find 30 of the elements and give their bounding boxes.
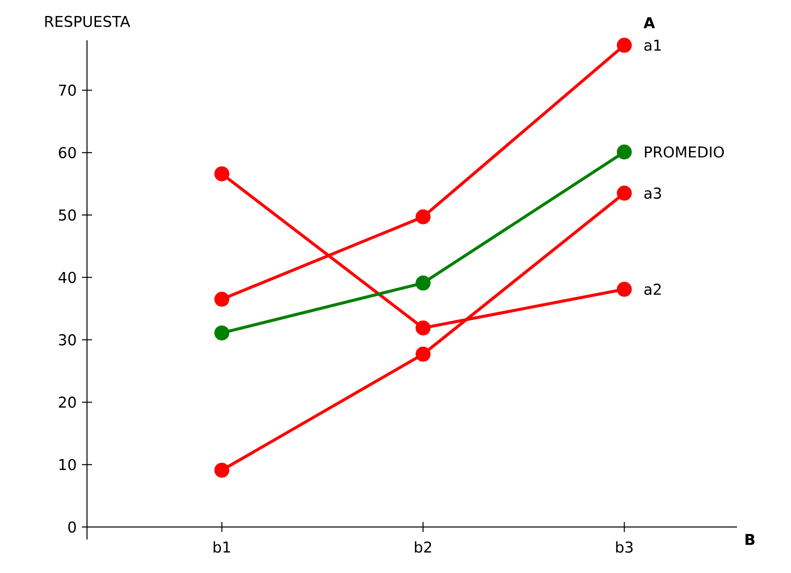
point xyxy=(214,292,230,307)
point xyxy=(416,209,431,224)
y-tick-label: 50 xyxy=(58,209,76,221)
y-tick-label: 60 xyxy=(58,146,76,158)
y-tick-label: 10 xyxy=(59,458,76,470)
point xyxy=(214,325,230,340)
y-tick-label: 70 xyxy=(59,84,76,96)
y-tick-label: 40 xyxy=(58,272,76,284)
y-tick-label: 20 xyxy=(58,396,76,408)
y-tick-label: 0 xyxy=(68,521,76,533)
series-label: PROMEDIO xyxy=(644,146,724,158)
point xyxy=(214,462,230,478)
x-tick-label: b3 xyxy=(616,541,633,553)
point xyxy=(616,144,632,160)
y-axis-title: RESPUESTA xyxy=(45,16,130,28)
point xyxy=(214,166,230,182)
y-tick-label: 30 xyxy=(58,334,76,346)
point xyxy=(616,38,632,53)
point xyxy=(616,282,632,297)
point xyxy=(416,320,431,336)
series-label: a3 xyxy=(644,188,661,199)
x-axis-title: B xyxy=(746,534,755,545)
series-label: a1 xyxy=(644,40,661,51)
legend-title: A xyxy=(644,17,655,28)
x-tick-label: b2 xyxy=(414,541,432,553)
point xyxy=(416,346,431,362)
x-tick-label: b1 xyxy=(214,541,230,553)
point xyxy=(616,186,632,201)
series-label: a2 xyxy=(644,284,661,295)
point xyxy=(416,276,431,291)
